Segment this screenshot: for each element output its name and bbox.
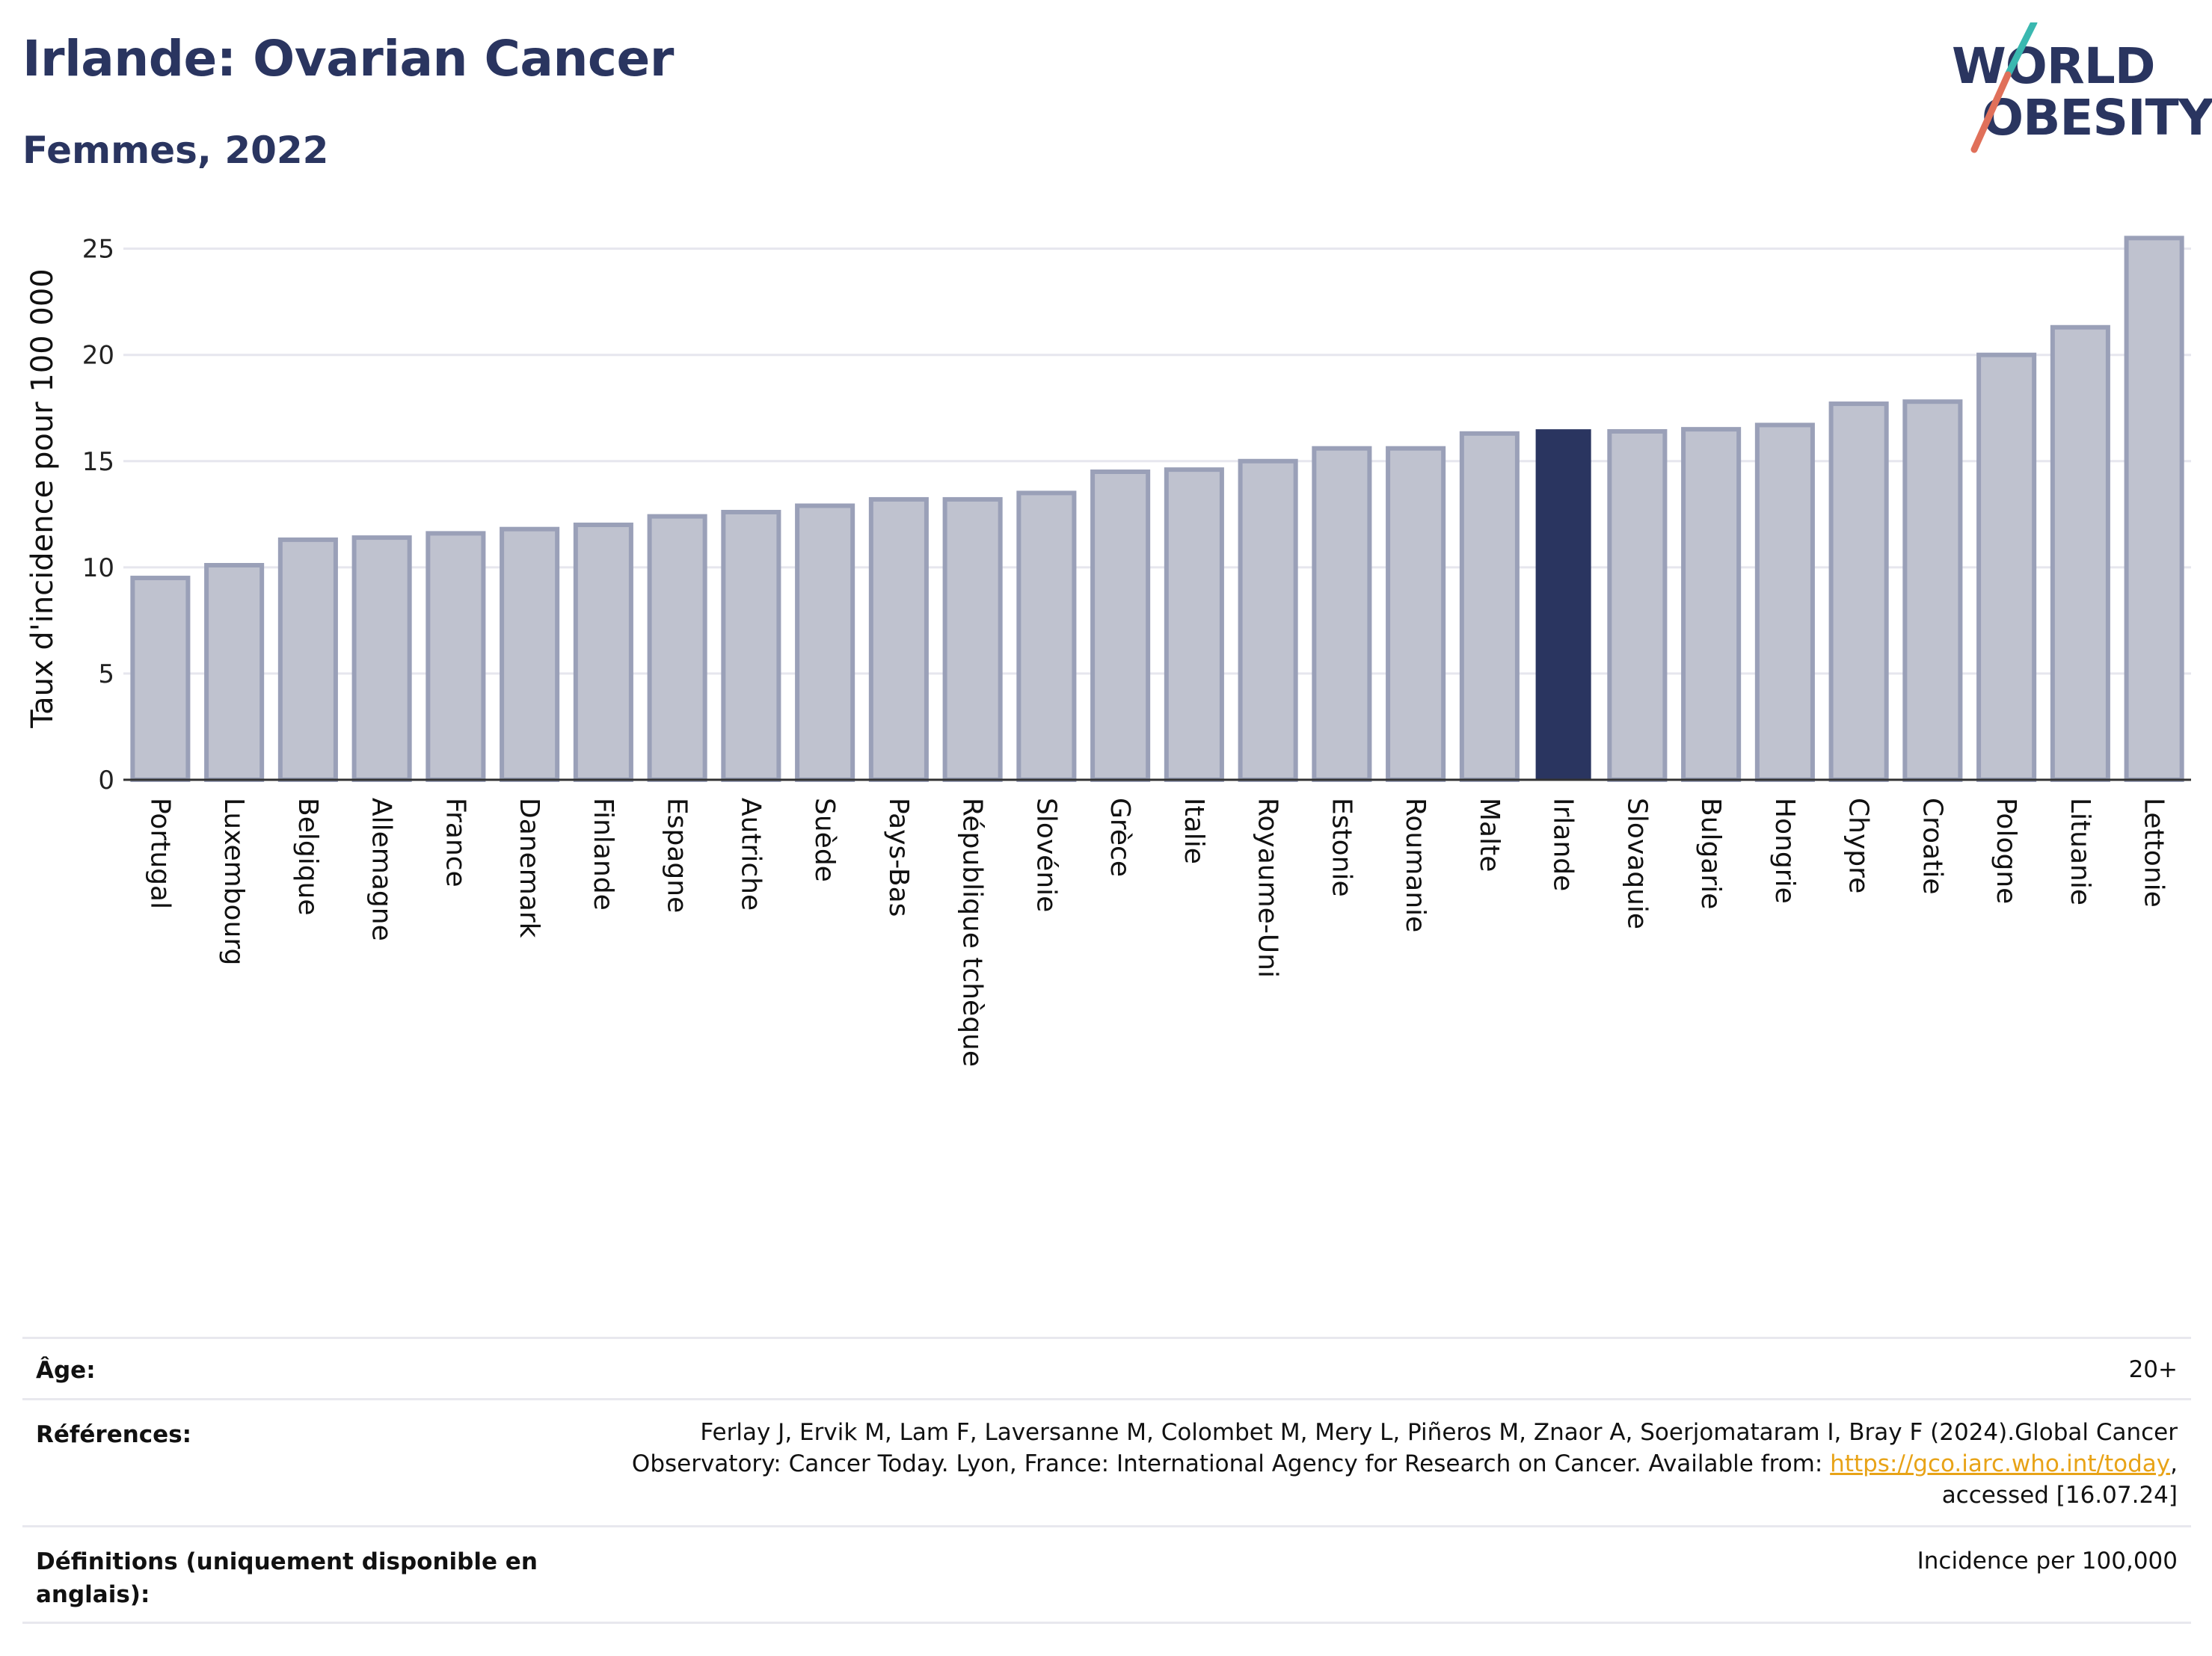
x-tick-label: Grèce [1105,798,1135,877]
x-tick-label: Hongrie [1769,798,1800,904]
bar [1386,446,1446,783]
x-tick-label: Finlande [588,798,618,911]
meta-row-age: Âge: 20+ [22,1337,2191,1399]
bar-highlight [1535,429,1591,780]
references-label: Références: [36,1421,192,1448]
x-tick-label: République tchèque [957,798,988,1067]
bar [1016,490,1077,782]
references-line-2-end: , [2170,1450,2178,1477]
bar [573,523,633,782]
bar [425,531,486,782]
x-tick-label: Suède [809,798,840,882]
bar [1754,422,1815,782]
bar [1090,469,1151,782]
x-tick-label: Lettonie [2139,798,2169,908]
x-tick-label: Autriche [735,798,766,911]
x-tick-label: Portugal [144,798,175,909]
x-tick-label: Italie [1179,798,1209,864]
bar [1681,427,1742,782]
logo-slash-icon [1970,22,2038,153]
page-subtitle: Femmes, 2022 [22,129,329,172]
references-line-2: Observatory: Cancer Today. Lyon, France:… [383,1448,2178,1480]
meta-row-references: Références: Ferlay J, Ervik M, Lam F, La… [22,1398,2191,1527]
x-tick-label: Pologne [1991,798,2021,904]
logo-line-2: OBESITY [1982,89,2212,147]
x-tick-label: Bulgarie [1695,798,1726,909]
bar [721,509,781,782]
x-tick-label: Roumanie [1400,798,1431,932]
x-tick-label: Danemark [514,798,544,938]
references-line-1: Ferlay J, Ervik M, Lam F, Laversanne M, … [700,1419,2178,1446]
y-tick-label: 10 [82,553,114,583]
y-tick-label: 0 [98,766,114,795]
logo-line-1: WORLD [1952,37,2156,95]
definitions-value: Incidence per 100,000 [1917,1548,2178,1575]
x-tick-label: Irlande [1548,798,1579,891]
bar [795,503,855,783]
bar-chart: 0 5 10 15 20 25 Taux d'incidence pour 100 000 P… [25,235,2191,1067]
x-tick-label: Belgique [292,798,323,916]
page-title: Irlande: Ovarian Cancer [22,30,674,87]
bar [1607,428,1668,782]
bar [204,563,265,783]
x-tick-label: France [440,798,470,887]
bar [2050,324,2110,782]
x-tick-label: Slovaquie [1621,798,1652,929]
bar [1164,467,1224,783]
bar [1312,446,1372,783]
x-tick-label: Allemagne [366,798,397,941]
bar [647,514,707,782]
definitions-label-line-2: anglais): [36,1581,150,1608]
bar [1459,431,1520,783]
x-tick-label: Luxembourg [218,798,249,965]
x-tick-label: Espagne [662,798,692,913]
x-tick-label: Croatie [1917,798,1947,895]
bar [942,496,1003,783]
definitions-label: Définitions (uniquement disponible en an… [36,1545,538,1611]
bar [351,535,412,782]
world-obesity-logo: WORLD OBESITY [1952,22,2212,157]
age-label: Âge: [36,1357,96,1384]
bar [277,537,338,782]
age-value: 20+ [2128,1356,2178,1383]
references-link[interactable]: https://gco.iarc.who.int/today [1830,1450,2171,1477]
bar [868,496,929,783]
y-tick-label: 25 [82,235,114,265]
bar [1238,458,1298,782]
bar [500,526,560,783]
bar [1902,399,1963,782]
bar [2124,236,2184,782]
x-tick-label: Chypre [1843,798,1874,893]
bar [130,576,191,782]
x-tick-label: Malte [1474,798,1505,872]
definitions-label-line-1: Définitions (uniquement disponible en [36,1548,538,1575]
x-tick-label: Royaume-Uni [1253,798,1283,978]
y-axis-title: Taux d'incidence pour 100 000 [25,268,60,728]
x-tick-label: Estonie [1326,798,1357,897]
bar [1828,401,1889,783]
bar [1976,352,2037,782]
meta-row-definitions: Définitions (uniquement disponible en an… [22,1525,2191,1624]
x-tick-label: Pays-Bas [883,798,914,917]
y-tick-label: 20 [82,341,114,371]
references-value: Ferlay J, Ervik M, Lam F, Laversanne M, … [383,1417,2178,1511]
references-line-2-text: Observatory: Cancer Today. Lyon, France:… [631,1450,1831,1477]
x-tick-label: Lituanie [2065,798,2095,905]
references-line-3: accessed [16.07.24] [1941,1482,2178,1509]
y-tick-label: 15 [82,447,114,477]
y-tick-label: 5 [98,659,114,689]
x-tick-label: Slovénie [1030,798,1061,912]
